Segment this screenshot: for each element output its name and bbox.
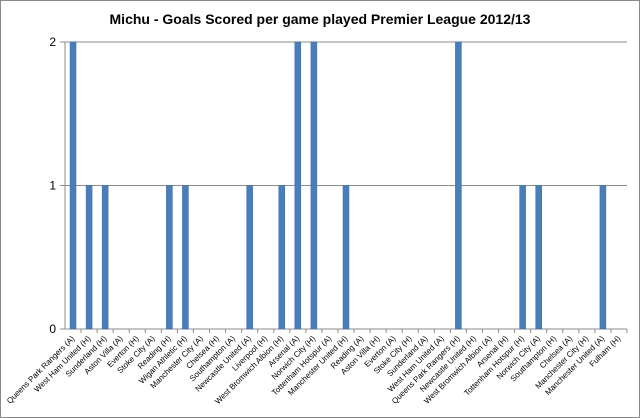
bar — [599, 185, 607, 330]
gridlines — [65, 41, 627, 186]
bar — [310, 41, 318, 330]
bars — [69, 41, 607, 330]
bar — [69, 41, 77, 330]
bar — [166, 185, 173, 330]
bar — [535, 185, 542, 330]
bar — [455, 41, 462, 330]
bar — [278, 185, 286, 330]
bar — [246, 185, 253, 330]
bar — [101, 185, 109, 330]
y-tick-label: 1 — [49, 179, 56, 193]
y-axis-ticks: 0 1 2 — [49, 35, 65, 336]
bar — [182, 185, 189, 330]
y-tick-label: 2 — [49, 35, 56, 49]
x-axis-ticks: Queens Park Rangers (A)West Ham United (… — [5, 329, 628, 406]
bar — [85, 185, 93, 330]
y-tick-label: 0 — [49, 322, 56, 336]
bar — [519, 185, 526, 330]
bar — [294, 41, 302, 330]
bar — [342, 185, 350, 330]
chart-title: Michu - Goals Scored per game played Pre… — [110, 11, 531, 27]
